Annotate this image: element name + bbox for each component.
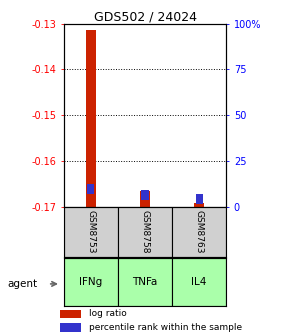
Bar — [196, 194, 203, 204]
Text: percentile rank within the sample: percentile rank within the sample — [88, 323, 242, 332]
Bar — [142, 190, 148, 200]
Bar — [60, 323, 81, 332]
Bar — [118, 258, 172, 306]
Text: IL4: IL4 — [191, 277, 207, 287]
Bar — [64, 207, 118, 257]
Bar — [64, 258, 118, 306]
Bar — [118, 207, 172, 257]
Text: agent: agent — [7, 279, 37, 289]
Text: GSM8753: GSM8753 — [86, 210, 95, 254]
Text: TNFa: TNFa — [132, 277, 158, 287]
Bar — [172, 258, 226, 306]
Text: GDS502 / 24024: GDS502 / 24024 — [93, 10, 197, 23]
Bar — [140, 191, 150, 207]
Bar — [87, 184, 94, 194]
Text: GSM8758: GSM8758 — [140, 210, 150, 254]
Bar — [194, 203, 204, 207]
Bar — [60, 309, 81, 318]
Bar — [172, 207, 226, 257]
Bar — [86, 30, 96, 207]
Text: log ratio: log ratio — [88, 309, 126, 319]
Text: IFNg: IFNg — [79, 277, 102, 287]
Text: GSM8763: GSM8763 — [195, 210, 204, 254]
